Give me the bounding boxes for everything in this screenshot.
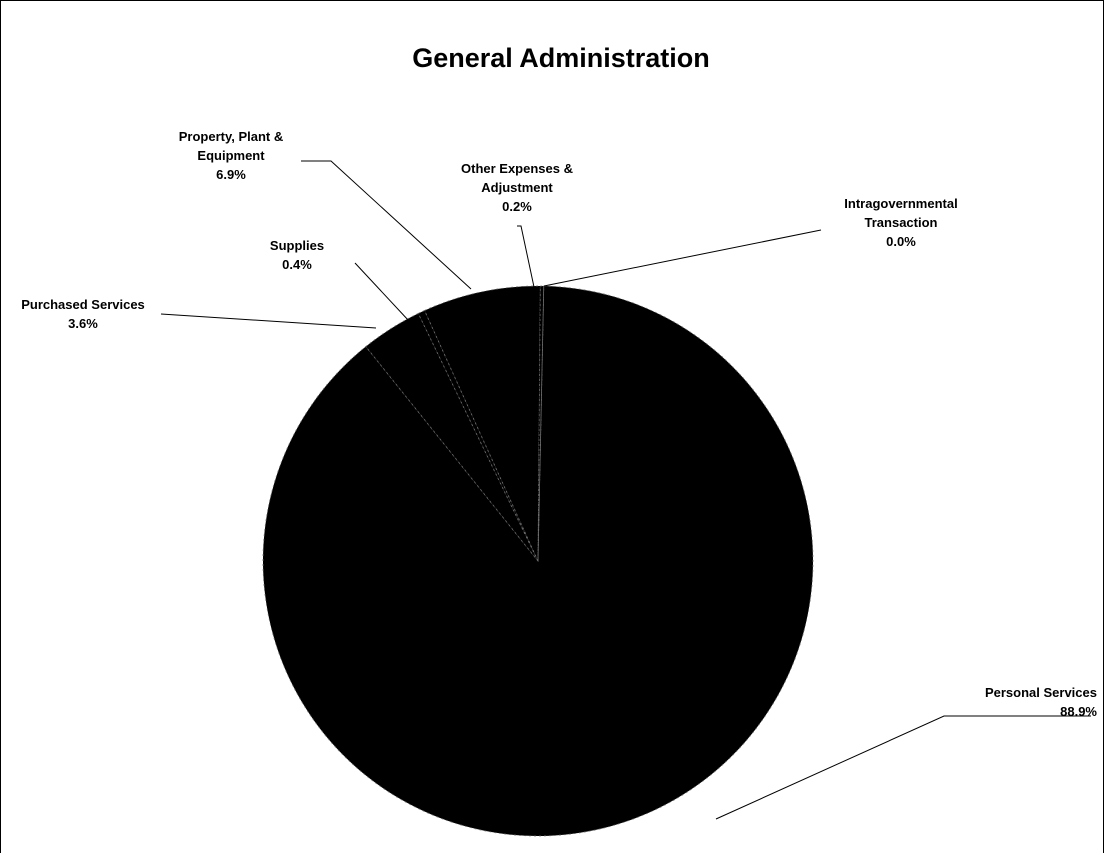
slice-percent-label: 3.6% [68,316,98,331]
slice-name-label: Other Expenses & [461,161,573,176]
slice-name-label: Purchased Services [21,297,145,312]
slice-name-label: Adjustment [481,180,553,195]
slice-percent-label: 0.4% [282,257,312,272]
slices-layer [262,285,814,837]
pie-slice [365,312,539,562]
leader-line [715,715,1091,820]
slice-name-label: Equipment [197,148,265,163]
leader-line [517,225,535,288]
pie-slice [424,285,541,562]
slice-labels: Personal Services 88.9% Purchased Services… [21,129,1097,719]
slice-name-label: Property, Plant & [179,129,284,144]
slice-name-label: Transaction [865,215,938,230]
slice-percent-label: 88.9% [1060,704,1097,719]
chart-title: General Administration [412,43,710,73]
slice-name-label: Intragovernmental [844,196,957,211]
leader-line [354,262,410,322]
leader-line [160,313,377,329]
pie-slice [537,286,545,562]
leader-line [543,229,822,287]
slice-name-label: Personal Services [985,685,1097,700]
leader-line [301,160,472,290]
slice-percent-label: 0.0% [886,234,916,249]
leader-lines [160,160,1091,820]
slice-percent-label: 6.9% [216,167,246,182]
slice-name-label: Supplies [270,238,324,253]
slice-percent-label: 0.2% [502,199,532,214]
